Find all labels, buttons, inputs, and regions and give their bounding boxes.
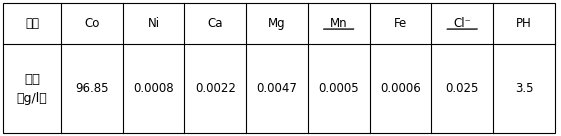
Text: 0.0005: 0.0005 [319, 82, 359, 95]
Text: （g/l）: （g/l） [17, 92, 47, 105]
Text: PH: PH [516, 17, 532, 30]
Text: Fe: Fe [394, 17, 407, 30]
Text: 3.5: 3.5 [515, 82, 534, 95]
Text: Ca: Ca [208, 17, 223, 30]
Text: Co: Co [84, 17, 99, 30]
Text: 0.0008: 0.0008 [134, 82, 174, 95]
Text: 0.0022: 0.0022 [195, 82, 236, 95]
Text: Ni: Ni [148, 17, 160, 30]
Text: 0.0047: 0.0047 [257, 82, 297, 95]
Text: Mn: Mn [330, 17, 348, 30]
Text: 96.85: 96.85 [75, 82, 109, 95]
Text: 0.025: 0.025 [445, 82, 479, 95]
Text: 0.0006: 0.0006 [380, 82, 421, 95]
Text: Mg: Mg [268, 17, 286, 30]
Text: 含量: 含量 [24, 73, 40, 86]
Text: Cl⁻: Cl⁻ [453, 17, 471, 30]
Text: 元素: 元素 [25, 17, 39, 30]
